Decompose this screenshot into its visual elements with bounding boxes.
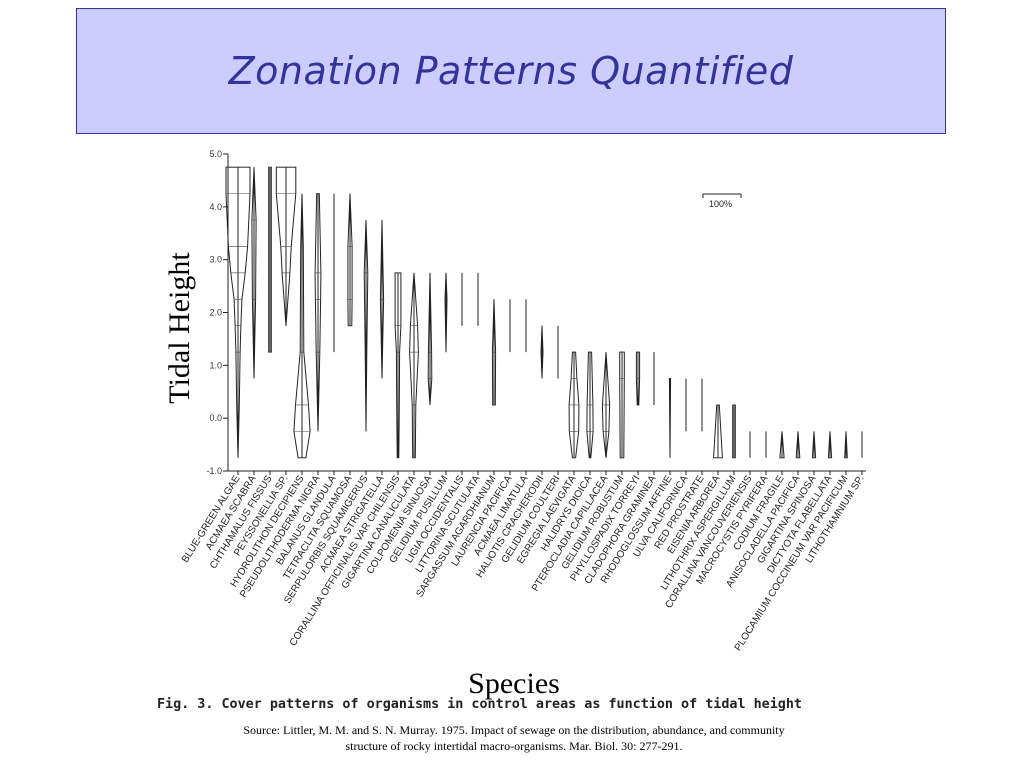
species-kite [635, 351, 641, 406]
species-kite [827, 431, 833, 459]
species-kite [779, 431, 785, 459]
kite-outline [394, 272, 402, 459]
y-tick-label: 5.0 [209, 149, 222, 159]
kite-outline [540, 325, 544, 379]
species-kite [409, 272, 419, 459]
kite-outline [251, 167, 257, 379]
chart-axes [223, 153, 866, 475]
kite-outline [568, 351, 580, 459]
y-tick-labels: 5.0 4.0 3.0 2.0 1.0 0.0 -1.0 [206, 149, 222, 476]
kite-outline [275, 166, 297, 326]
species-kite [363, 219, 369, 432]
scale-bar: 100% [702, 193, 742, 209]
y-tick-label: 0.0 [209, 413, 222, 423]
species-kite [293, 193, 311, 459]
y-tick-label: 3.0 [209, 255, 222, 265]
species-kite [619, 351, 625, 459]
source-line-1: Source: Littler, M. M. and S. N. Murray.… [243, 723, 785, 737]
y-axis-label: Tidal Height [163, 252, 196, 404]
kite-outline [225, 166, 251, 458]
species-kite [347, 193, 353, 327]
species-kite [844, 431, 848, 459]
species-kite [251, 167, 257, 379]
species-kite [811, 431, 817, 459]
source-line-2: structure of rocky intertidal macro-orga… [345, 739, 683, 753]
y-tick-label: 1.0 [209, 360, 222, 370]
species-kite [314, 193, 322, 432]
species-kite [795, 431, 801, 459]
kite-outline [635, 351, 641, 406]
kite-outline [314, 193, 322, 432]
species-kites [225, 166, 863, 459]
species-kite [668, 378, 672, 458]
kite-outline [427, 272, 433, 406]
y-tick-label: -1.0 [206, 466, 222, 476]
species-kite [268, 166, 272, 353]
species-kite [732, 404, 736, 459]
source-citation: Source: Littler, M. M. and S. N. Murray.… [186, 722, 842, 754]
kite-outline [586, 351, 594, 459]
slide-title: Zonation Patterns Quantified [228, 49, 794, 93]
species-kite [444, 272, 448, 353]
species-kite [225, 166, 251, 458]
title-banner: Zonation Patterns Quantified [76, 8, 946, 134]
species-kite [379, 219, 385, 379]
species-kite [491, 299, 497, 406]
species-kite [568, 351, 580, 459]
species-kite [540, 325, 544, 379]
y-tick-label: 2.0 [209, 308, 222, 318]
x-axis-label: Species [468, 667, 560, 700]
y-tick-label: 4.0 [209, 202, 222, 212]
kite-outline [444, 272, 448, 353]
kite-outline [379, 219, 385, 379]
species-kite [427, 272, 433, 406]
species-kite [586, 351, 594, 459]
species-kite [601, 352, 611, 458]
figure-caption: Fig. 3. Cover patterns of organisms in c… [157, 697, 802, 712]
species-kite [394, 272, 402, 459]
species-kite [713, 404, 723, 459]
scale-bar-label: 100% [709, 199, 732, 209]
species-kite [275, 166, 297, 326]
